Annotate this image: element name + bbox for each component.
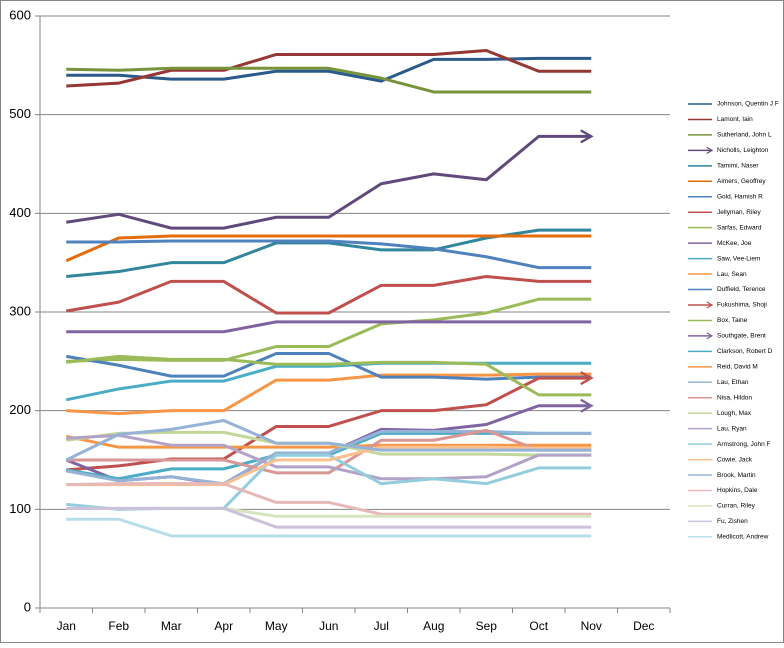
x-tick-label: Aug — [423, 619, 444, 633]
series-line — [66, 428, 592, 475]
x-tick-label: Mar — [161, 619, 182, 633]
series-line — [66, 320, 592, 334]
series-line — [65, 429, 592, 486]
series-line — [66, 354, 592, 397]
legend-label: Box, Taine — [717, 317, 748, 324]
series-line — [66, 66, 592, 94]
legend-label: Aimers, Geoffrey — [717, 178, 766, 185]
legend-label: Fu, Zishen — [717, 518, 748, 525]
series-line — [66, 56, 592, 83]
legend-label: Lau, Ryan — [717, 425, 747, 432]
series-line — [66, 433, 592, 481]
series-line — [65, 361, 592, 402]
legend-label: Johnson, Quentin J F — [717, 101, 779, 108]
x-tick-label: Apr — [214, 619, 233, 633]
legend-label: Cowie, Jack — [717, 456, 753, 463]
x-tick-label: Dec — [633, 619, 654, 633]
series-line — [65, 434, 592, 449]
series-line — [65, 419, 592, 462]
series-line — [66, 297, 592, 363]
legend-label: Medlicott, Andrew — [717, 534, 769, 541]
legend-label: Southgate, Brent — [717, 333, 766, 340]
series-line — [66, 49, 592, 88]
y-tick-label: 400 — [9, 205, 31, 220]
series-line — [65, 351, 592, 381]
y-tick-label: 100 — [9, 501, 31, 516]
series-line — [65, 234, 592, 263]
x-tick-label: Nov — [581, 619, 602, 633]
series-line — [66, 239, 592, 270]
legend-label: Gold, Hamish R — [717, 193, 763, 200]
x-tick-label: Jun — [319, 619, 338, 633]
legend-label: Lough, Max — [717, 410, 752, 417]
x-tick-label: Sep — [476, 619, 498, 633]
legend-label: Duffield, Terence — [717, 286, 766, 293]
x-tick-label: Jul — [374, 619, 389, 633]
legend-label: Lamont, Iain — [717, 116, 753, 123]
legend-label: Lau, Ethan — [717, 379, 749, 386]
series-line — [66, 482, 592, 516]
legend-label: Armstrong, John F — [717, 441, 770, 448]
legend-label: Tamimi, Naser — [717, 163, 759, 170]
y-tick-label: 600 — [9, 7, 31, 22]
legend-label: Curran, Riley — [717, 503, 756, 510]
legend-label: Clarkson, Robert D — [717, 348, 773, 355]
legend-label: Brook, Martin — [717, 472, 756, 479]
legend-label: Sutherland, John L — [717, 132, 772, 139]
series-line — [65, 274, 592, 315]
x-tick-label: Oct — [529, 619, 548, 633]
x-tick-label: May — [265, 619, 288, 633]
x-tick-label: Feb — [108, 619, 129, 633]
legend-label: Lau, Sean — [717, 271, 747, 278]
x-tick-label: Jan — [57, 619, 76, 633]
series-line — [66, 506, 592, 529]
y-tick-label: 500 — [9, 106, 31, 121]
legend-label: Fukushima, Shoji — [717, 302, 767, 309]
y-tick-label: 0 — [24, 599, 31, 614]
y-tick-label: 200 — [9, 402, 31, 417]
y-tick-label: 300 — [9, 303, 31, 318]
legend-label: Nisa, Hildon — [717, 394, 752, 401]
legend-label: Saw, Vee-Liem — [717, 255, 760, 262]
legend-label: Hopkins, Dale — [717, 487, 758, 494]
legend-label: Jellyman, Riley — [717, 209, 761, 216]
legend-label: Nicholls, Leighton — [717, 147, 769, 154]
legend-label: McKee, Joe — [717, 240, 752, 247]
series-line — [66, 517, 592, 538]
series-line — [66, 129, 594, 230]
legend-label: Reid, David M — [717, 364, 758, 371]
legend-label: Sarfas, Edward — [717, 224, 762, 231]
